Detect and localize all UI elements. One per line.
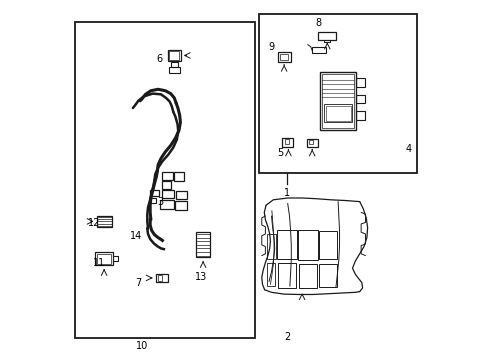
Bar xyxy=(355,78,365,87)
Bar xyxy=(277,263,296,288)
Text: 5: 5 xyxy=(277,148,283,158)
Bar xyxy=(355,111,365,120)
Bar xyxy=(298,264,317,288)
Bar xyxy=(311,47,325,53)
Bar xyxy=(176,191,186,199)
Bar xyxy=(297,230,317,260)
Bar xyxy=(169,51,179,60)
Bar xyxy=(309,140,312,144)
Text: 4: 4 xyxy=(405,144,410,154)
Bar xyxy=(158,275,162,281)
Bar xyxy=(277,52,290,62)
Bar xyxy=(323,104,352,122)
Text: 7: 7 xyxy=(135,278,141,288)
Bar xyxy=(174,172,184,181)
Text: 13: 13 xyxy=(195,272,207,282)
Bar xyxy=(167,50,181,61)
Bar xyxy=(282,138,293,147)
Text: 14: 14 xyxy=(130,231,142,241)
Bar xyxy=(320,72,355,130)
Bar xyxy=(319,264,336,287)
Text: 10: 10 xyxy=(136,341,148,351)
Bar xyxy=(355,95,365,103)
Text: 9: 9 xyxy=(268,42,274,52)
Bar xyxy=(162,190,174,198)
Bar xyxy=(160,200,173,209)
Bar xyxy=(318,32,336,40)
Bar xyxy=(325,106,350,121)
Text: 8: 8 xyxy=(315,18,321,28)
Bar xyxy=(258,14,416,173)
Bar xyxy=(306,139,317,147)
Bar xyxy=(162,172,173,180)
Bar xyxy=(175,201,186,210)
Bar xyxy=(150,190,159,196)
Text: 6: 6 xyxy=(157,54,163,64)
Bar xyxy=(318,231,336,259)
Bar xyxy=(156,274,167,282)
Bar xyxy=(196,232,210,257)
Text: 2: 2 xyxy=(283,332,289,342)
Text: 11: 11 xyxy=(92,258,104,268)
Bar xyxy=(168,67,180,73)
Bar xyxy=(170,62,178,67)
Bar xyxy=(162,181,171,189)
Bar xyxy=(97,254,111,264)
Bar xyxy=(284,139,288,144)
Bar xyxy=(266,234,276,259)
Bar xyxy=(75,22,255,338)
Text: 1: 1 xyxy=(283,188,289,198)
Bar xyxy=(266,263,275,286)
Text: 12: 12 xyxy=(88,218,101,228)
Bar xyxy=(95,252,113,265)
Bar xyxy=(149,198,155,203)
Bar xyxy=(276,230,296,259)
Bar xyxy=(279,54,288,60)
Bar xyxy=(97,216,112,227)
Text: 3: 3 xyxy=(157,197,163,207)
Bar xyxy=(321,74,354,128)
